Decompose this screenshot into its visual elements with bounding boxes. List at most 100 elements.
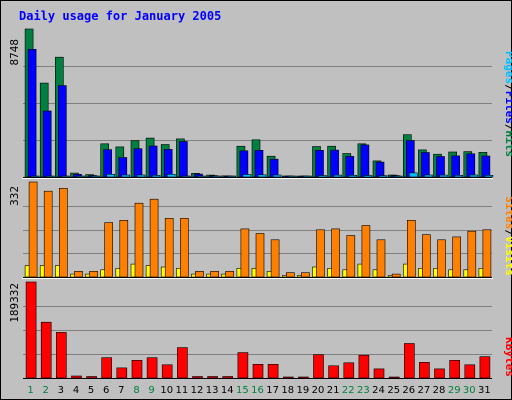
bar-files-day-1 [27,48,37,178]
bar-pages-day-28 [439,174,448,178]
x-tick-label-day-20: 20 [312,385,325,396]
bar-pages-day-13 [212,175,221,178]
bar-files-day-15 [239,150,249,178]
bar-files-day-26 [405,140,415,178]
legend-entry: KBytes [503,337,512,377]
bar-pages-day-19 [303,175,312,178]
bar-pages-day-15 [242,174,252,178]
bar-files-day-11 [179,141,188,178]
bar-pages-day-25 [393,175,403,178]
bar-sites-day-29 [452,236,462,278]
bar-pages-day-30 [469,174,479,178]
x-tick-label-day-27: 27 [418,385,431,396]
bar-pages-day-27 [424,174,433,178]
bar-kbytes-day-24 [373,368,385,379]
bar-sites-day-13 [210,270,219,278]
panel-bars [24,28,494,178]
bar-kbytes-day-28 [434,368,445,379]
bar-sites-day-17 [270,239,280,278]
bar-kbytes-day-4 [71,375,82,379]
x-tick-label-day-4: 4 [73,385,79,396]
x-tick-label-day-10: 10 [160,385,173,396]
bar-kbytes-day-15 [237,352,249,379]
bar-files-day-6 [103,149,112,178]
bar-kbytes-day-29 [449,359,461,379]
bar-pages-day-3 [60,175,70,178]
bar-pages-day-7 [121,174,131,178]
bar-sites-day-25 [391,273,401,278]
bar-pages-day-17 [272,174,282,178]
bar-pages-day-16 [257,174,267,178]
x-tick-label-day-18: 18 [281,385,294,396]
bar-sites-day-7 [119,220,129,278]
bar-files-day-20 [315,150,324,178]
panel-bars [25,281,491,379]
bar-kbytes-day-7 [116,367,128,379]
bar-kbytes-day-20 [313,354,324,379]
hits-files-pages-panel: 8748 Pages/Files/Hits [8,26,512,178]
kbytes-panel: 189332 KBytes [8,279,512,379]
bar-files-day-3 [57,85,67,178]
bar-kbytes-day-30 [464,364,476,379]
bar-kbytes-day-17 [267,363,279,379]
bar-pages-day-31 [484,175,494,178]
bar-files-day-29 [451,155,461,178]
bar-kbytes-day-5 [86,376,97,379]
bar-files-day-10 [163,149,173,178]
bar-pages-day-8 [136,174,146,178]
bar-files-day-30 [466,153,476,178]
bar-pages-day-2 [45,175,55,178]
bar-kbytes-day-26 [403,343,415,379]
bar-files-day-23 [360,144,370,178]
bar-sites-day-21 [331,228,340,278]
bar-kbytes-day-19 [298,376,309,379]
bar-kbytes-day-6 [101,357,112,379]
x-tick-label-day-9: 9 [148,385,154,396]
bar-sites-day-26 [406,220,416,278]
x-tick-label-day-3: 3 [58,385,64,396]
bar-files-day-16 [254,150,264,178]
x-tick-label-day-22: 22 [342,385,355,396]
bar-files-day-24 [375,161,385,178]
bar-kbytes-day-25 [388,376,400,379]
x-tick-label-day-15: 15 [236,385,249,396]
bar-sites-day-27 [422,234,431,278]
bar-pages-day-4 [76,175,85,178]
bar-kbytes-day-3 [55,332,67,379]
bar-sites-day-16 [255,233,265,278]
x-tick-label-day-2: 2 [43,385,49,396]
x-tick-label-day-23: 23 [357,385,370,396]
x-tick-label-day-11: 11 [176,385,189,396]
x-tick-label-day-25: 25 [387,385,400,396]
bar-files-day-21 [330,149,339,178]
bar-sites-day-8 [134,202,144,278]
x-tick-label-day-12: 12 [191,385,204,396]
bar-kbytes-day-22 [343,362,355,379]
bar-sites-day-3 [58,188,68,278]
bar-files-day-27 [421,152,430,178]
panel-ymax-label: 8748 [8,39,21,66]
bar-files-day-17 [269,158,279,178]
bar-kbytes-day-1 [25,281,37,379]
chart-title: Daily usage for January 2005 [19,9,221,23]
bar-pages-day-18 [287,175,297,178]
bar-kbytes-day-31 [479,356,491,379]
bar-files-day-8 [133,148,143,178]
legend-entry: Files [503,91,512,124]
bar-sites-day-23 [361,225,371,278]
bar-kbytes-day-16 [252,363,264,379]
legend-entry: / [503,84,512,91]
bar-sites-day-30 [467,230,477,278]
bar-pages-day-26 [408,172,418,178]
x-tick-label-day-30: 30 [463,385,476,396]
bar-pages-day-12 [197,175,206,178]
bar-files-day-28 [436,156,445,178]
bar-sites-day-24 [376,239,386,278]
bar-sites-day-18 [285,272,295,278]
bar-kbytes-day-14 [222,376,233,379]
x-tick-label-day-28: 28 [433,385,446,396]
bar-kbytes-day-8 [131,359,143,379]
bar-files-day-31 [481,155,491,178]
bar-sites-day-6 [104,222,113,278]
